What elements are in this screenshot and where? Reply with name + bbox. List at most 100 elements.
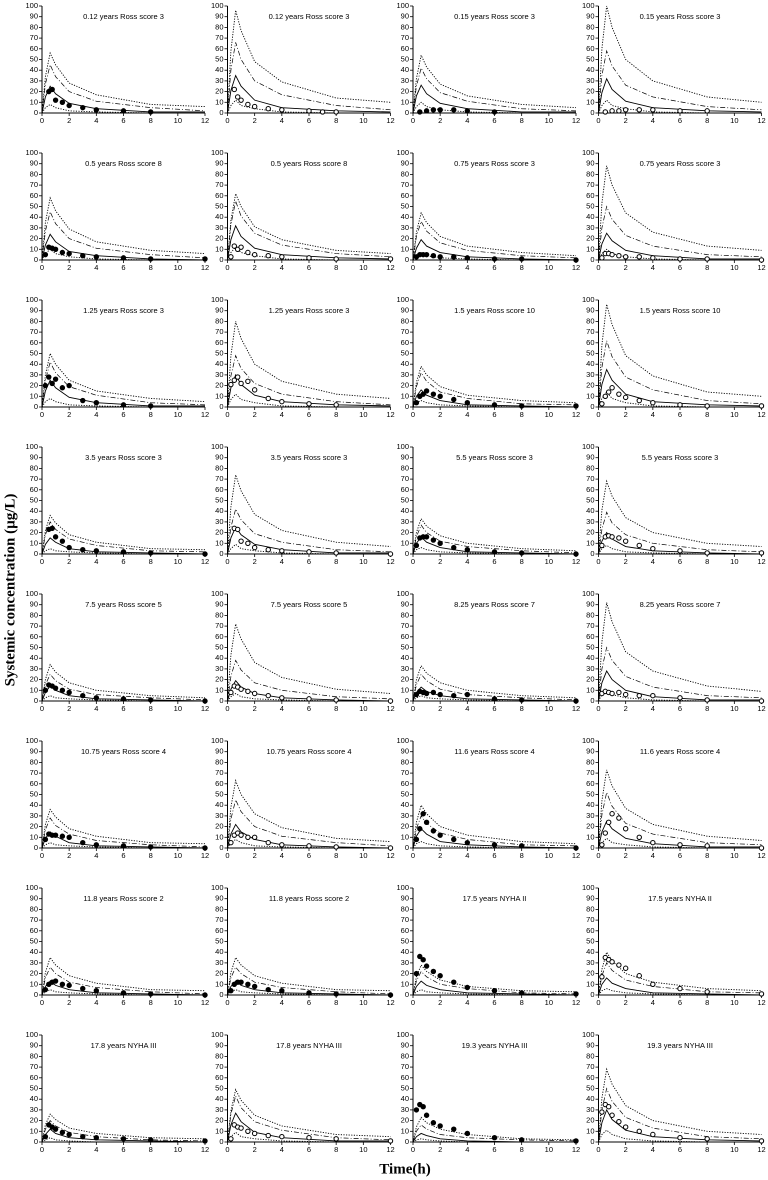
- observed-point: [677, 842, 683, 848]
- observed-point: [387, 698, 394, 704]
- observed-point: [59, 833, 66, 839]
- observed-point: [573, 1138, 579, 1144]
- observed-point: [758, 403, 765, 409]
- y-tick-label: 60: [30, 926, 38, 935]
- y-tick-label: 50: [586, 495, 594, 504]
- observed-point: [49, 380, 55, 387]
- y-tick-label: 50: [215, 789, 223, 798]
- y-tick-label: 90: [215, 1041, 223, 1050]
- x-tick-label: 8: [520, 851, 524, 860]
- x-tick-label: 0: [40, 1145, 44, 1154]
- y-tick-label: 40: [215, 506, 223, 515]
- x-tick-label: 10: [730, 704, 738, 713]
- y-tick-label: 10: [401, 538, 409, 547]
- model-curve: [412, 220, 577, 261]
- observed-point: [573, 551, 579, 557]
- y-tick-label: 40: [586, 1094, 594, 1103]
- observed-point: [599, 401, 605, 407]
- y-tick-label: 20: [401, 969, 409, 978]
- x-tick-label: 0: [225, 1145, 229, 1154]
- y-tick-label: 10: [586, 1126, 594, 1135]
- y-tick-label: 40: [30, 800, 38, 809]
- observed-point: [120, 1136, 127, 1142]
- x-tick-label: 0: [596, 704, 600, 713]
- model-curve: [41, 63, 206, 114]
- y-tick-label: 20: [30, 675, 38, 684]
- y-tick-label: 60: [401, 485, 409, 494]
- x-tick-label: 6: [307, 410, 311, 419]
- model-curve: [412, 389, 577, 408]
- observed-point: [758, 257, 765, 263]
- y-tick-label: 70: [401, 474, 409, 483]
- model-curve: [412, 695, 576, 702]
- y-tick-label: 90: [215, 453, 223, 462]
- observed-point: [279, 988, 285, 994]
- y-tick-label: 60: [215, 44, 223, 53]
- observed-point: [437, 540, 443, 546]
- x-tick-label: 4: [94, 998, 98, 1007]
- y-tick-label: 20: [586, 675, 594, 684]
- observed-point: [52, 97, 59, 103]
- observed-point: [704, 256, 710, 262]
- observed-point: [609, 108, 615, 114]
- observed-point: [387, 992, 394, 998]
- observed-point: [59, 981, 66, 987]
- observed-point: [704, 108, 710, 114]
- model-curve: [227, 980, 391, 996]
- x-tick-label: 12: [386, 704, 394, 713]
- observed-point: [758, 550, 765, 556]
- y-tick-label: 20: [215, 1116, 223, 1125]
- observed-point: [437, 1123, 443, 1129]
- observed-point: [491, 549, 498, 555]
- y-tick-label: 100: [582, 1, 595, 10]
- y-tick-label: 90: [586, 12, 594, 21]
- y-tick-label: 40: [30, 506, 38, 515]
- observed-point: [333, 1136, 339, 1142]
- y-tick-label: 70: [401, 180, 409, 189]
- x-tick-label: 8: [334, 1145, 338, 1154]
- y-tick-label: 20: [401, 822, 409, 831]
- observed-point: [66, 102, 72, 109]
- y-tick-label: 70: [215, 768, 223, 777]
- y-tick-label: 30: [401, 811, 409, 820]
- y-tick-label: 70: [30, 474, 38, 483]
- y-tick-label: 0: [590, 549, 594, 558]
- y-tick-label: 60: [586, 338, 594, 347]
- observed-point: [573, 257, 579, 263]
- y-tick-label: 0: [590, 108, 594, 117]
- y-tick-label: 20: [586, 969, 594, 978]
- y-tick-label: 50: [215, 348, 223, 357]
- observed-point: [518, 1137, 525, 1143]
- model-curve: [227, 246, 391, 261]
- observed-point: [430, 1120, 437, 1126]
- x-tick-label: 4: [465, 263, 469, 272]
- x-tick-label: 0: [596, 998, 600, 1007]
- x-tick-label: 4: [465, 116, 469, 125]
- observed-point: [636, 692, 642, 699]
- observed-point: [93, 400, 100, 406]
- x-tick-label: 0: [225, 998, 229, 1007]
- y-tick-label: 10: [215, 1126, 223, 1135]
- observed-point: [622, 254, 629, 260]
- panel-title: 11.8 years Ross score 2: [269, 894, 349, 903]
- x-tick-label: 2: [253, 1145, 257, 1154]
- observed-point: [451, 396, 457, 403]
- y-tick-label: 70: [215, 327, 223, 336]
- observed-point: [636, 834, 642, 840]
- y-tick-label: 60: [401, 44, 409, 53]
- y-tick-label: 40: [30, 359, 38, 368]
- x-tick-label: 12: [757, 1145, 765, 1154]
- y-tick-label: 0: [219, 255, 223, 264]
- observed-point: [202, 845, 208, 851]
- observed-point: [437, 254, 443, 260]
- panel-title: 17.8 years NYHA III: [91, 1041, 157, 1050]
- observed-point: [52, 685, 59, 691]
- observed-point: [573, 403, 579, 409]
- y-tick-label: 80: [401, 1051, 409, 1060]
- y-tick-label: 60: [586, 44, 594, 53]
- model-curve: [227, 659, 391, 702]
- model-curve: [41, 521, 206, 555]
- panel-title: 1.25 years Ross score 3: [83, 306, 164, 315]
